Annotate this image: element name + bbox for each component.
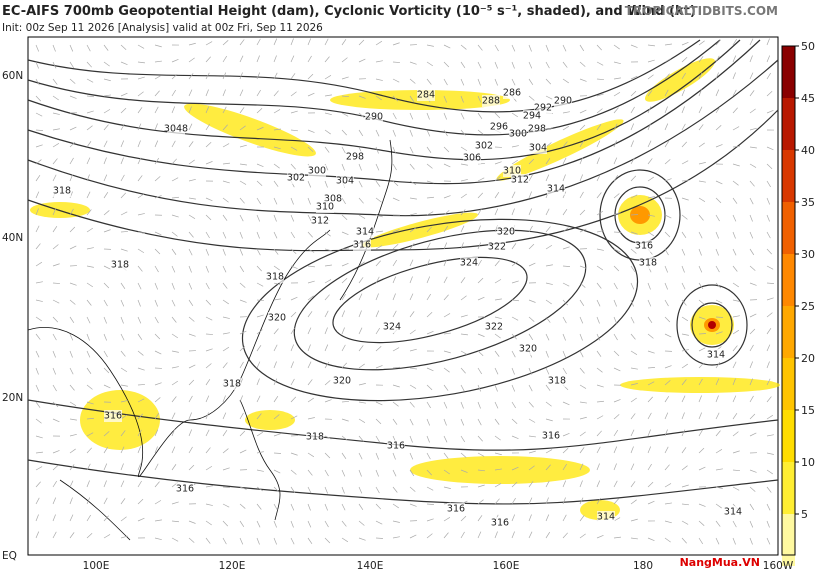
title: EC-AIFS 700mb Geopotential Height (dam),… xyxy=(2,4,696,19)
colorbar-label: 50 xyxy=(801,40,815,53)
colorbar-band xyxy=(782,462,795,514)
contour-label: 324 xyxy=(460,258,478,269)
longitude-label: 140E xyxy=(357,560,384,572)
colorbar-band xyxy=(782,150,795,202)
contour-label: 320 xyxy=(519,344,537,355)
contour-label: 314 xyxy=(707,350,725,361)
colorbar-label: 30 xyxy=(801,248,815,261)
contour-label: 302 xyxy=(287,173,305,184)
contour-label: 314 xyxy=(724,507,742,518)
contour-label: 320 xyxy=(333,376,351,387)
source: TROPICALTIDBITS.COM xyxy=(625,4,778,18)
colorbar-label: 5 xyxy=(801,508,808,521)
subtitle: Init: 00z Sep 11 2026 [Analysis] valid a… xyxy=(2,22,323,34)
contour-label: 298 xyxy=(528,124,546,135)
contour-label: 312 xyxy=(511,175,529,186)
contour-label: 298 xyxy=(346,152,364,163)
contour-label: 318 xyxy=(266,272,284,283)
contour-label: 310 xyxy=(316,202,334,213)
contour-label: 318 xyxy=(223,379,241,390)
contour-label: 316 xyxy=(353,240,371,251)
colorbar-label: 35 xyxy=(801,196,815,209)
contour-label: 320 xyxy=(497,227,515,238)
contour-label: 318 xyxy=(639,258,657,269)
colorbar-label: 25 xyxy=(801,300,815,313)
longitude-label: 180 xyxy=(633,560,653,572)
latitude-label: 40N xyxy=(2,232,23,244)
contour-label: 286 xyxy=(503,88,521,99)
contour-label: 290 xyxy=(554,96,572,107)
contour-label: 314 xyxy=(547,184,565,195)
colorbar-label: 40 xyxy=(801,144,815,157)
contour-label: 288 xyxy=(482,96,500,107)
longitude-label: 160W xyxy=(763,560,794,572)
contour-label: 304 xyxy=(336,176,354,187)
colorbar-band xyxy=(782,306,795,358)
latitude-label: 60N xyxy=(2,70,23,82)
colorbar-band xyxy=(782,98,795,150)
colorbar-band xyxy=(782,46,795,98)
contour-label: 318 xyxy=(53,186,71,197)
longitude-label: 160E xyxy=(493,560,520,572)
contour-label: 300 xyxy=(308,166,326,177)
contour-label: 312 xyxy=(311,216,329,227)
colorbar-label: 45 xyxy=(801,92,815,105)
colorbar-band xyxy=(782,254,795,306)
contour-label: 316 xyxy=(447,504,465,515)
contour-label: 316 xyxy=(635,241,653,252)
contour-label: 3048 xyxy=(164,124,188,135)
latitude-label: EQ xyxy=(2,550,17,562)
contour-label: 316 xyxy=(104,411,122,422)
contour-label: 318 xyxy=(548,376,566,387)
contour-label: 316 xyxy=(491,518,509,529)
contour-label: 306 xyxy=(463,153,481,164)
contour-label: 318 xyxy=(111,260,129,271)
colorbar-band xyxy=(782,410,795,462)
watermark: NangMua.VN xyxy=(680,556,760,569)
contour-label: 324 xyxy=(383,322,401,333)
colorbar-band xyxy=(782,514,795,566)
contour-label: 322 xyxy=(488,242,506,253)
contour-label: 294 xyxy=(523,111,541,122)
latitude-label: 20N xyxy=(2,392,23,404)
contour-label: 300 xyxy=(509,129,527,140)
contour-label: 314 xyxy=(356,227,374,238)
contour-label: 316 xyxy=(387,441,405,452)
contour-label: 284 xyxy=(417,90,435,101)
colorbar-band xyxy=(782,358,795,410)
contour-label: 316 xyxy=(176,484,194,495)
contour-label: 302 xyxy=(475,141,493,152)
contour-label: 304 xyxy=(529,143,547,154)
contour-label: 296 xyxy=(490,122,508,133)
contour-label: 320 xyxy=(268,313,286,324)
colorbar: 5 10 15 20 25 30 35 40 45 50 xyxy=(782,40,815,566)
contour-label: 314 xyxy=(597,512,615,523)
colorbar-band xyxy=(782,202,795,254)
contour-label: 316 xyxy=(542,431,560,442)
longitude-label: 100E xyxy=(83,560,110,572)
colorbar-label: 15 xyxy=(801,404,815,417)
vorticity-max xyxy=(708,321,716,329)
contour-label: 290 xyxy=(365,112,383,123)
colorbar-label: 20 xyxy=(801,352,815,365)
contour-label: 322 xyxy=(485,322,503,333)
colorbar-label: 10 xyxy=(801,456,815,469)
longitude-label: 120E xyxy=(219,560,246,572)
contour-label: 318 xyxy=(306,432,324,443)
